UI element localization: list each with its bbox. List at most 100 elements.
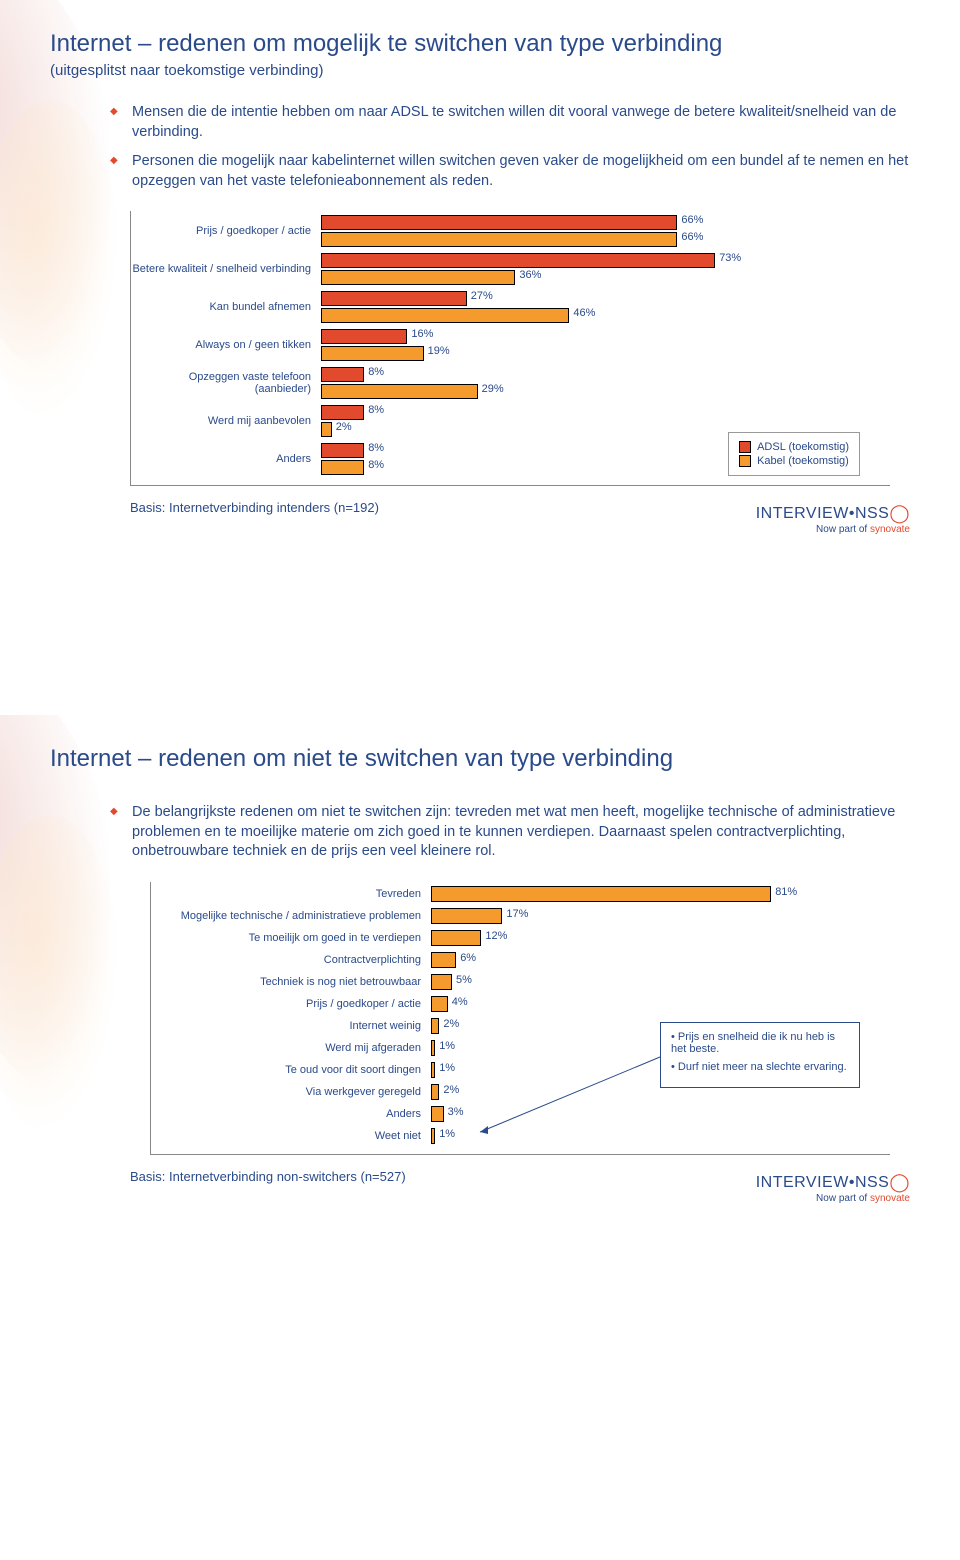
chart2-bar-value: 1%	[439, 1062, 455, 1074]
chart2-bar-value: 2%	[443, 1084, 459, 1096]
chart1-bar-value: 36%	[519, 269, 541, 281]
chart2-category-label: Prijs / goedkoper / actie	[151, 998, 431, 1011]
callout-line: • Prijs en snelheid die ik nu heb is het…	[671, 1031, 849, 1055]
chart2-category-label: Weet niet	[151, 1130, 431, 1143]
chart1-bar-value: 66%	[681, 214, 703, 226]
chart1-bar	[321, 346, 424, 361]
chart2-row: Anders 3%	[151, 1106, 890, 1122]
chart2-category-label: Techniek is nog niet betrouwbaar	[151, 976, 431, 989]
chart2-bar	[431, 908, 502, 924]
chart1-bar	[321, 460, 364, 475]
slide1-bullets: Mensen die de intentie hebben om naar AD…	[110, 103, 910, 191]
chart2-category-label: Via werkgever geregeld	[151, 1086, 431, 1099]
legend-label: ADSL (toekomstig)	[757, 441, 849, 453]
chart1-row: Kan bundel afnemen 27% 46%	[131, 291, 890, 323]
chart1-bar-value: 19%	[428, 345, 450, 357]
chart2-category-label: Mogelijke technische / administratieve p…	[151, 910, 431, 923]
chart2-category-label: Anders	[151, 1108, 431, 1121]
brand-logo: INTERVIEW•NSS◯ Now part of synovate	[756, 1172, 910, 1204]
chart2-bar	[431, 1062, 435, 1078]
chart2-row: Te moeilijk om goed in te verdiepen 12%	[151, 930, 890, 946]
chart1-bar	[321, 443, 364, 458]
chart1-category-label: Opzeggen vaste telefoon (aanbieder)	[131, 371, 321, 396]
chart2-bar	[431, 1018, 439, 1034]
chart1-bar	[321, 291, 467, 306]
chart2-bar-value: 3%	[448, 1106, 464, 1118]
chart1-bar-value: 16%	[411, 328, 433, 340]
decorative-swoosh	[0, 0, 120, 555]
chart1-category-label: Kan bundel afnemen	[131, 301, 321, 314]
chart1-bar	[321, 367, 364, 382]
chart2-row: Techniek is nog niet betrouwbaar 5%	[151, 974, 890, 990]
chart2-bar	[431, 952, 456, 968]
chart1-bar	[321, 329, 407, 344]
chart2-bar-value: 12%	[485, 930, 507, 942]
callout-line: • Durf niet meer na slechte ervaring.	[671, 1061, 849, 1073]
chart1-bar	[321, 232, 677, 247]
chart2-category-label: Internet weinig	[151, 1020, 431, 1033]
bullet-item: Mensen die de intentie hebben om naar AD…	[110, 103, 910, 142]
chart1-bar-value: 8%	[368, 442, 384, 454]
chart2-callout: • Prijs en snelheid die ik nu heb is het…	[660, 1022, 860, 1088]
chart1-category-label: Werd mij aanbevolen	[131, 415, 321, 428]
chart2-bar	[431, 1084, 439, 1100]
chart2-bar	[431, 974, 452, 990]
bullet-item: De belangrijkste redenen om niet te swit…	[110, 803, 910, 862]
slide-switch-reasons: Internet – redenen om mogelijk te switch…	[0, 0, 960, 555]
chart2-category-label: Te moeilijk om goed in te verdiepen	[151, 932, 431, 945]
chart1-bar	[321, 384, 478, 399]
chart2-row: Contractverplichting 6%	[151, 952, 890, 968]
chart1-bar	[321, 308, 569, 323]
chart2-bar-value: 1%	[439, 1128, 455, 1140]
chart2-category-label: Werd mij afgeraden	[151, 1042, 431, 1055]
brand-logo: INTERVIEW•NSS◯ Now part of synovate	[756, 503, 910, 535]
chart1-bar	[321, 270, 515, 285]
chart2-bar-value: 5%	[456, 974, 472, 986]
legend-item: Kabel (toekomstig)	[739, 455, 849, 467]
legend-swatch	[739, 455, 751, 467]
chart2-bar-value: 17%	[506, 908, 528, 920]
chart1-category-label: Prijs / goedkoper / actie	[131, 225, 321, 238]
chart2-bar	[431, 886, 771, 902]
bullet-item: Personen die mogelijk naar kabelinternet…	[110, 152, 910, 191]
slide1-title: Internet – redenen om mogelijk te switch…	[50, 30, 910, 58]
chart1-bar-value: 8%	[368, 366, 384, 378]
chart1-row: Prijs / goedkoper / actie66%66%	[131, 215, 890, 247]
chart1-bar	[321, 253, 715, 268]
chart1-bar	[321, 422, 332, 437]
chart1-row: Opzeggen vaste telefoon (aanbieder) 8% 29%	[131, 367, 890, 399]
chart2-bar	[431, 996, 448, 1012]
chart1-row: Betere kwaliteit / snelheid verbinding 73…	[131, 253, 890, 285]
chart2-row: Tevreden81%	[151, 886, 890, 902]
chart1-row: Always on / geen tikken 16% 19%	[131, 329, 890, 361]
chart2-bar	[431, 1040, 435, 1056]
chart1-category-label: Always on / geen tikken	[131, 339, 321, 352]
chart1-grouped-bars: Prijs / goedkoper / actie66%66%Betere kw…	[130, 211, 890, 486]
chart1-bar-value: 73%	[719, 252, 741, 264]
chart2-bar-value: 6%	[460, 952, 476, 964]
chart2-bar	[431, 930, 481, 946]
chart2-category-label: Te oud voor dit soort dingen	[151, 1064, 431, 1077]
chart1-category-label: Betere kwaliteit / snelheid verbinding	[131, 263, 321, 276]
chart2-category-label: Tevreden	[151, 888, 431, 901]
chart2-single-bars: Tevreden81% Mogelijke technische / admini…	[150, 882, 890, 1155]
chart2-bar	[431, 1106, 444, 1122]
chart2-bar-value: 1%	[439, 1040, 455, 1052]
chart1-bar-value: 29%	[482, 383, 504, 395]
chart2-bar-value: 4%	[452, 996, 468, 1008]
slide-no-switch-reasons: Internet – redenen om niet te switchen v…	[0, 715, 960, 1224]
chart1-category-label: Anders	[131, 453, 321, 466]
slide2-bullets: De belangrijkste redenen om niet te swit…	[110, 803, 910, 862]
chart2-bar-value: 2%	[443, 1018, 459, 1030]
legend-swatch	[739, 441, 751, 453]
chart2-bar	[431, 1128, 435, 1144]
chart1-bar	[321, 215, 677, 230]
chart2-row: Prijs / goedkoper / actie 4%	[151, 996, 890, 1012]
chart1-bar-value: 46%	[573, 307, 595, 319]
legend-item: ADSL (toekomstig)	[739, 441, 849, 453]
slide1-subtitle: (uitgesplitst naar toekomstige verbindin…	[50, 62, 910, 79]
chart2-category-label: Contractverplichting	[151, 954, 431, 967]
slide2-title: Internet – redenen om niet te switchen v…	[50, 745, 910, 773]
chart1-bar-value: 27%	[471, 290, 493, 302]
chart2-row: Mogelijke technische / administratieve p…	[151, 908, 890, 924]
